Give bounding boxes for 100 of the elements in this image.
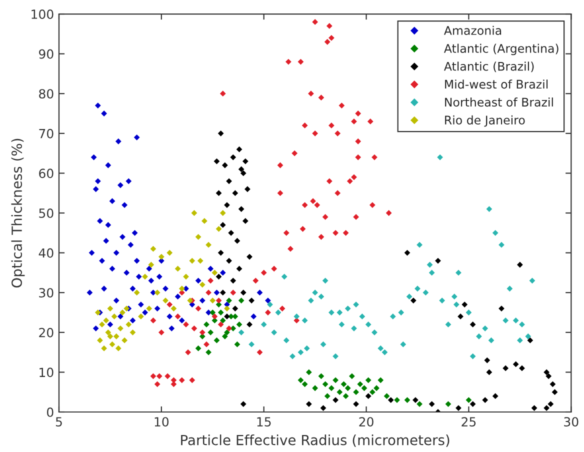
point (306, 369, 312, 376)
point (281, 274, 288, 280)
point (318, 294, 324, 300)
legend-label: Northeast of Brazil (445, 97, 553, 107)
point (109, 341, 116, 348)
point (416, 242, 422, 248)
point (156, 274, 162, 280)
point (148, 262, 154, 268)
point (353, 389, 359, 396)
point (248, 341, 255, 348)
point (142, 274, 148, 280)
point (122, 337, 128, 344)
point (88, 250, 95, 256)
point (128, 242, 134, 248)
point (178, 318, 185, 324)
point (322, 381, 328, 388)
point (445, 401, 452, 407)
point (359, 314, 366, 320)
point (154, 306, 160, 312)
point (525, 333, 532, 340)
point (134, 290, 140, 296)
point (271, 329, 278, 336)
x-tick-label: 30 (564, 417, 578, 427)
point (134, 134, 140, 140)
point (178, 286, 185, 292)
point (422, 290, 429, 296)
y-tick-label: 10 (40, 368, 54, 378)
point (146, 266, 152, 272)
x-tick-label: 25 (462, 417, 476, 427)
point (336, 310, 343, 316)
point (338, 321, 345, 328)
point (174, 266, 181, 272)
point (113, 298, 120, 304)
point (183, 274, 189, 280)
point (302, 318, 308, 324)
point (208, 266, 214, 272)
point (162, 298, 168, 304)
point (115, 138, 122, 144)
point (437, 154, 443, 160)
point (365, 321, 372, 328)
point (456, 270, 462, 276)
point (353, 302, 359, 308)
legend-label: Mid-west of Brazil (445, 80, 548, 89)
point (308, 298, 314, 304)
point (498, 242, 504, 248)
point (234, 341, 240, 348)
point (92, 186, 99, 192)
point (382, 349, 388, 356)
point (378, 377, 384, 384)
point (332, 377, 338, 384)
x-axis-title: Particle Effective Radius (micrometers) (181, 434, 450, 447)
point (502, 318, 509, 324)
point (238, 329, 244, 336)
point (492, 230, 498, 236)
point (453, 302, 460, 308)
point (210, 298, 216, 304)
point (208, 329, 214, 336)
point (130, 329, 136, 336)
point (107, 333, 114, 340)
point (86, 290, 93, 296)
point (344, 385, 351, 392)
point (195, 345, 202, 352)
point (236, 321, 242, 328)
point (170, 306, 177, 312)
y-tick-label: 50 (39, 208, 54, 218)
point (97, 337, 103, 344)
point (132, 230, 138, 236)
point (369, 389, 376, 396)
point (216, 226, 222, 232)
point (189, 258, 196, 264)
point (349, 373, 355, 380)
point (320, 341, 326, 348)
point (470, 353, 476, 360)
point (512, 318, 519, 324)
point (340, 381, 347, 388)
point (154, 290, 160, 296)
point (214, 290, 220, 296)
point (166, 314, 173, 320)
y-tick-label: 20 (39, 328, 54, 338)
point (130, 286, 136, 292)
point (439, 298, 446, 304)
point (103, 238, 110, 244)
point (105, 222, 112, 228)
point (90, 154, 97, 160)
point (298, 349, 304, 356)
point (378, 345, 384, 352)
point (406, 294, 412, 300)
point (126, 178, 132, 184)
point (290, 353, 296, 360)
point (174, 294, 181, 300)
y-tick-label: 100 (32, 9, 54, 19)
point (275, 310, 282, 316)
point (365, 377, 372, 384)
point (148, 278, 154, 284)
point (506, 286, 513, 292)
legend-label: Atlantic (Argentina) (444, 44, 558, 56)
y-tick-label: 30 (39, 288, 54, 298)
point (256, 290, 263, 296)
y-tick-label: 90 (39, 49, 54, 59)
point (99, 258, 105, 264)
